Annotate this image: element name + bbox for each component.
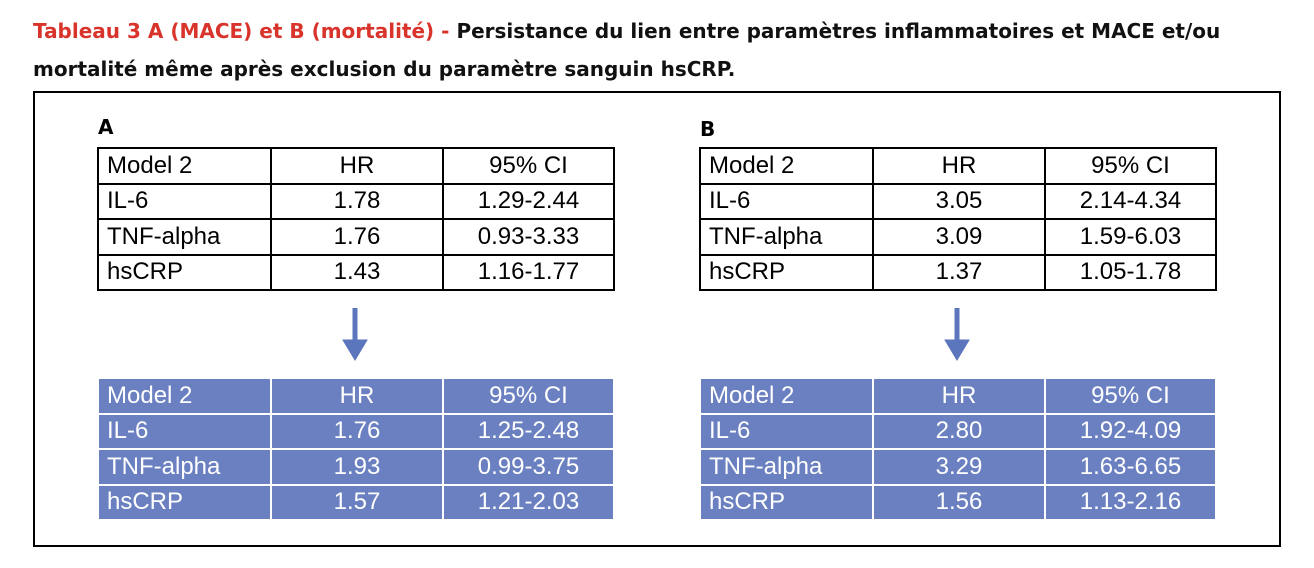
header-row: Model 2 HR 95% CI xyxy=(97,147,615,185)
row: IL-6 1.78 1.29-2.44 xyxy=(97,182,615,220)
cell: 1.29-2.44 xyxy=(442,182,615,220)
cell: 2.80 xyxy=(872,412,1046,450)
cell: TNF-alpha xyxy=(699,218,874,256)
cell: IL-6 xyxy=(699,412,874,450)
header-cell: HR xyxy=(872,377,1046,415)
header-cell: 95% CI xyxy=(1044,147,1217,185)
cell: 1.57 xyxy=(270,483,444,521)
cell: 1.93 xyxy=(270,448,444,486)
cell: 1.76 xyxy=(270,412,444,450)
cell: 1.16-1.77 xyxy=(442,253,615,291)
header-cell: 95% CI xyxy=(442,377,615,415)
row: IL-6 3.05 2.14-4.34 xyxy=(699,182,1217,220)
row: IL-6 1.76 1.25-2.48 xyxy=(97,412,615,450)
cell: IL-6 xyxy=(97,182,272,220)
table-before: Model 2 HR 95% CI IL-6 3.05 2.14-4.34 TNF-alph… xyxy=(699,147,1217,291)
header-cell: Model 2 xyxy=(699,147,874,185)
cell: 1.76 xyxy=(270,218,444,256)
row: hsCRP 1.56 1.13-2.16 xyxy=(699,483,1217,521)
header-cell: HR xyxy=(270,377,444,415)
header-row: Model 2 HR 95% CI xyxy=(699,377,1217,415)
header-cell: Model 2 xyxy=(97,147,272,185)
panel-label: B xyxy=(700,117,716,141)
header-cell: HR xyxy=(270,147,444,185)
cell: TNF-alpha xyxy=(97,218,272,256)
panel-label: A xyxy=(98,115,114,139)
title-lead: Tableau 3 A (MACE) et B (mortalité) - xyxy=(33,19,450,43)
row: IL-6 2.80 1.92-4.09 xyxy=(699,412,1217,450)
cell: 3.29 xyxy=(872,448,1046,486)
cell: 1.78 xyxy=(270,182,444,220)
header-cell: HR xyxy=(872,147,1046,185)
header-row: Model 2 HR 95% CI xyxy=(699,147,1217,185)
arrow-a xyxy=(342,308,368,361)
header-cell: Model 2 xyxy=(699,377,874,415)
header-cell: 95% CI xyxy=(442,147,615,185)
cell: TNF-alpha xyxy=(97,448,272,486)
cell: 1.59-6.03 xyxy=(1044,218,1217,256)
header-cell: Model 2 xyxy=(97,377,272,415)
cell: hsCRP xyxy=(97,483,272,521)
title-rest: Persistance du lien entre paramètres inf… xyxy=(33,19,1221,81)
header-cell: 95% CI xyxy=(1044,377,1217,415)
table-before: Model 2 HR 95% CI IL-6 1.78 1.29-2.44 TNF-alph… xyxy=(97,147,615,291)
cell: 1.37 xyxy=(872,253,1046,291)
cell: hsCRP xyxy=(97,253,272,291)
cell: hsCRP xyxy=(699,253,874,291)
cell: 0.99-3.75 xyxy=(442,448,615,486)
cell: 1.43 xyxy=(270,253,444,291)
cell: hsCRP xyxy=(699,483,874,521)
cell: 2.14-4.34 xyxy=(1044,182,1217,220)
cell: TNF-alpha xyxy=(699,448,874,486)
cell: 0.93-3.33 xyxy=(442,218,615,256)
row: hsCRP 1.37 1.05-1.78 xyxy=(699,253,1217,291)
cell: 1.25-2.48 xyxy=(442,412,615,450)
title: Tableau 3 A (MACE) et B (mortalité) - Pe… xyxy=(33,12,1303,88)
row: TNF-alpha 3.29 1.63-6.65 xyxy=(699,448,1217,486)
cell: 3.05 xyxy=(872,182,1046,220)
cell: 1.21-2.03 xyxy=(442,483,615,521)
cell: 1.05-1.78 xyxy=(1044,253,1217,291)
cell: 3.09 xyxy=(872,218,1046,256)
arrow-b xyxy=(944,308,970,361)
header-row: Model 2 HR 95% CI xyxy=(97,377,615,415)
table-after: Model 2 HR 95% CI IL-6 1.76 1.25-2.48 TNF-alph… xyxy=(97,377,615,521)
row: hsCRP 1.57 1.21-2.03 xyxy=(97,483,615,521)
cell: 1.63-6.65 xyxy=(1044,448,1217,486)
frame xyxy=(33,91,1281,547)
cell: 1.92-4.09 xyxy=(1044,412,1217,450)
cell: IL-6 xyxy=(97,412,272,450)
cell: IL-6 xyxy=(699,182,874,220)
cell: 1.56 xyxy=(872,483,1046,521)
row: TNF-alpha 3.09 1.59-6.03 xyxy=(699,218,1217,256)
row: TNF-alpha 1.93 0.99-3.75 xyxy=(97,448,615,486)
row: TNF-alpha 1.76 0.93-3.33 xyxy=(97,218,615,256)
row: hsCRP 1.43 1.16-1.77 xyxy=(97,253,615,291)
cell: 1.13-2.16 xyxy=(1044,483,1217,521)
table-after: Model 2 HR 95% CI IL-6 2.80 1.92-4.09 TNF-alph… xyxy=(699,377,1217,521)
